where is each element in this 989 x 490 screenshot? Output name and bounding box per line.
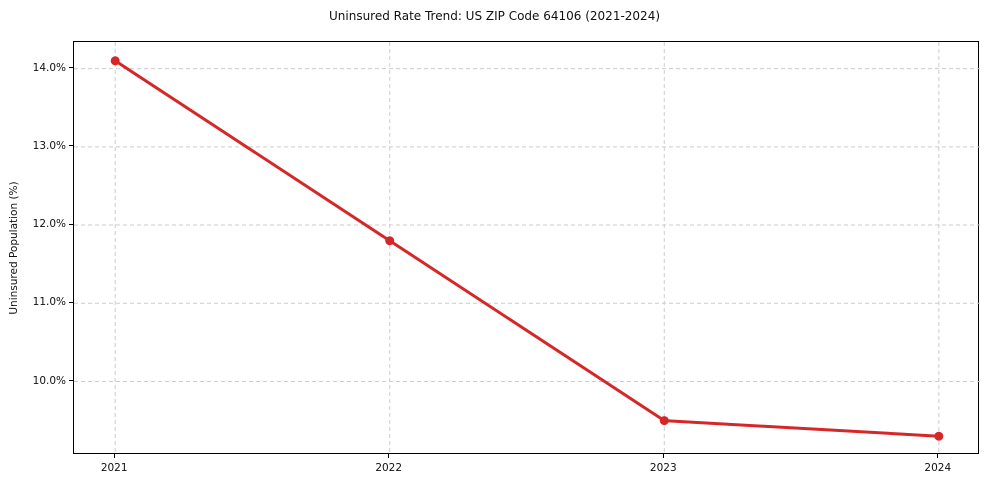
y-tick-label: 14.0%	[32, 61, 66, 74]
series-line	[113, 59, 941, 438]
x-tick-label: 2024	[924, 462, 952, 474]
x-tick-mark	[388, 454, 390, 458]
data-point-marker	[385, 236, 395, 246]
y-tick-label: 11.0%	[32, 296, 66, 309]
data-point-marker	[659, 416, 669, 426]
y-tick-mark	[69, 67, 73, 69]
y-tick-mark	[69, 301, 73, 303]
y-tick-mark	[69, 380, 73, 381]
x-tick-label: 2021	[100, 462, 128, 474]
chart-title: Uninsured Rate Trend: US ZIP Code 64106 …	[328, 9, 661, 23]
x-tick-label: 2022	[375, 462, 403, 474]
x-tick-mark	[662, 454, 664, 458]
y-tick-mark	[69, 223, 73, 225]
data-point-marker	[934, 431, 944, 441]
x-tick-mark	[113, 454, 115, 458]
plot-area	[73, 41, 980, 455]
data-point-marker	[110, 56, 120, 66]
y-tick-label: 10.0%	[32, 374, 66, 387]
y-tick-mark	[69, 145, 73, 147]
x-tick-mark	[937, 454, 939, 458]
line-chart	[74, 42, 980, 455]
y-tick-label: 12.0%	[32, 218, 66, 230]
x-tick-label: 2023	[649, 462, 677, 474]
y-tick-label: 13.0%	[32, 139, 66, 152]
